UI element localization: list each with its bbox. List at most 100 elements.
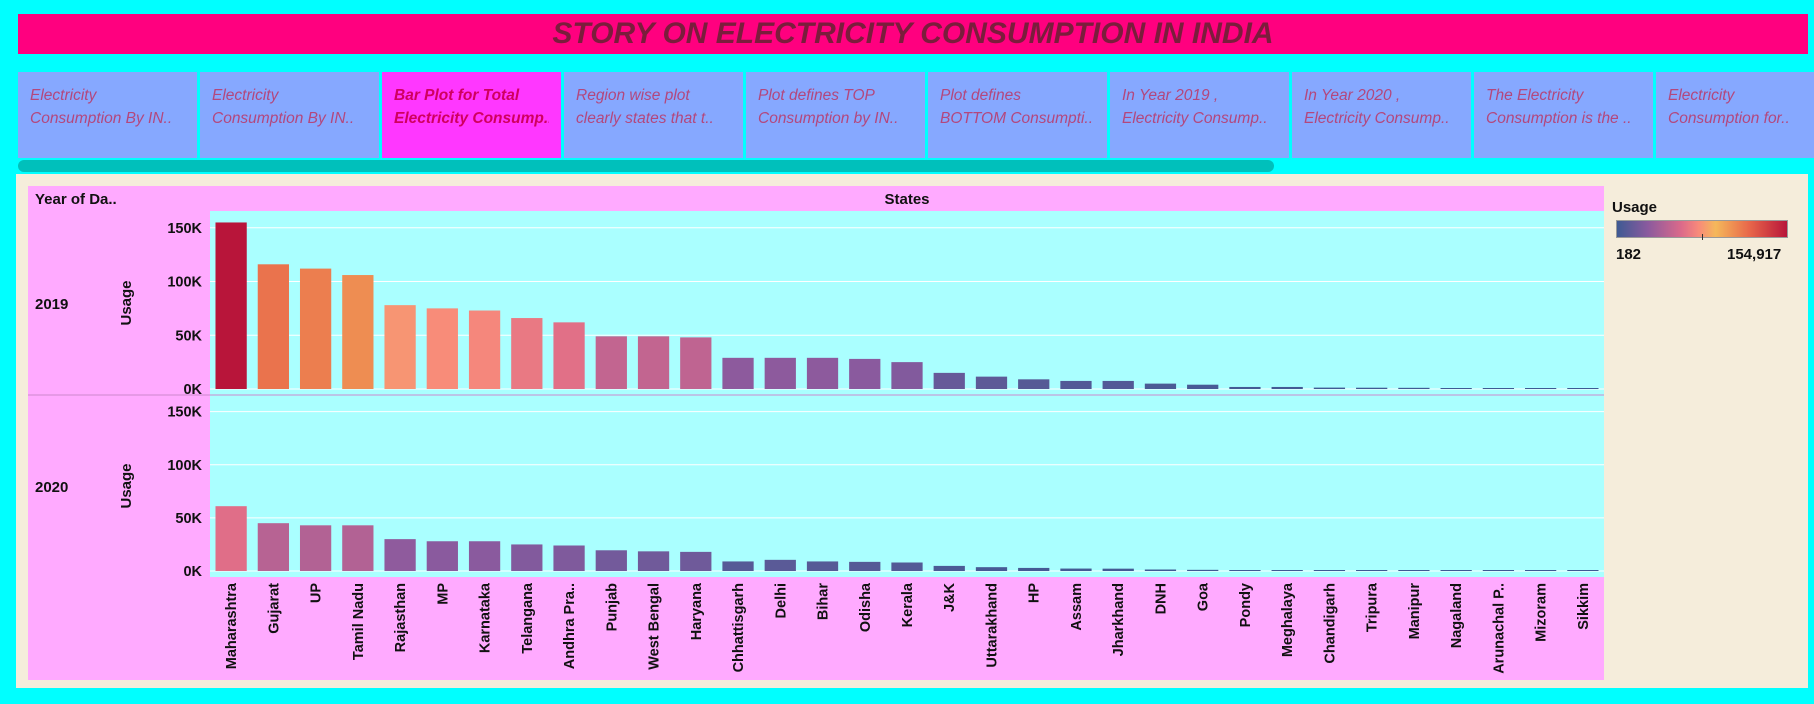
story-tab-line1: Electricity bbox=[1668, 87, 1735, 104]
story-tab-3[interactable]: Bar Plot for Total Electricity Consump.. bbox=[382, 72, 561, 158]
bar-2019-16 bbox=[891, 362, 923, 389]
bar-2020-1 bbox=[257, 523, 289, 571]
story-tab-line2: Consumption is the .. bbox=[1486, 110, 1632, 127]
bar-2020-10 bbox=[637, 551, 670, 571]
story-tab-6[interactable]: Plot defines BOTTOM Consumpti.. bbox=[928, 72, 1107, 158]
bar-2019-29 bbox=[1440, 388, 1472, 389]
column-header-label: States bbox=[884, 191, 929, 208]
bar-2019-15 bbox=[849, 358, 881, 389]
x-category-label: J&K bbox=[942, 582, 958, 612]
story-title: STORY ON ELECTRICITY CONSUMPTION IN INDI… bbox=[18, 14, 1808, 54]
story-tab-line1: Bar Plot for Total bbox=[394, 87, 520, 104]
bar-2019-22 bbox=[1144, 383, 1177, 389]
story-tab-5[interactable]: Plot defines TOP Consumption by IN.. bbox=[746, 72, 925, 158]
story-tabs: Electricity Consumption By IN.. Electricit… bbox=[18, 72, 1814, 158]
bar-2020-24 bbox=[1229, 570, 1261, 571]
tabs-scrollbar[interactable] bbox=[18, 160, 1274, 172]
bar-2020-0 bbox=[215, 506, 247, 571]
bar-2019-2 bbox=[299, 268, 332, 389]
bar-2020-9 bbox=[595, 550, 627, 571]
x-category-label: Manipur bbox=[1407, 583, 1423, 640]
story-tab-line1: Plot defines bbox=[940, 87, 1021, 104]
bar-2019-21 bbox=[1102, 380, 1134, 389]
bar-2019-4 bbox=[384, 305, 416, 389]
story-tab-2[interactable]: Electricity Consumption By IN.. bbox=[200, 72, 379, 158]
story-tab-line2: Electricity Consump.. bbox=[394, 110, 549, 127]
bar-2020-3 bbox=[342, 525, 374, 571]
bar-2020-11 bbox=[680, 551, 712, 571]
bar-2019-6 bbox=[468, 310, 501, 389]
row-header-label: Year of Da.. bbox=[35, 191, 117, 208]
x-category-label: Telangana bbox=[520, 582, 536, 654]
bar-2020-26 bbox=[1313, 570, 1346, 571]
year-row-label: 2019 bbox=[35, 296, 68, 313]
x-category-label: UP bbox=[309, 583, 325, 603]
bar-2020-17 bbox=[933, 565, 965, 571]
story-tab-8[interactable]: In Year 2020 , Electricity Consump.. bbox=[1292, 72, 1471, 158]
story-tab-10[interactable]: Electricity Consumption for.. bbox=[1656, 72, 1814, 158]
bar-2020-4 bbox=[384, 539, 416, 571]
y-axis-title: Usage bbox=[118, 463, 135, 508]
bar-2020-22 bbox=[1144, 569, 1177, 571]
x-category-label: Kerala bbox=[900, 582, 916, 627]
story-tab-line2: Electricity Consump.. bbox=[1122, 110, 1268, 127]
y-tick-label: 150K bbox=[167, 221, 202, 237]
x-category-label: Meghalaya bbox=[1280, 582, 1296, 657]
story-tab-line1: In Year 2020 , bbox=[1304, 87, 1401, 104]
bar-2019-5 bbox=[426, 308, 458, 389]
usage-bar-chart: Year of Da.. States 150K 100K 50K 0K Usage 2019… bbox=[28, 186, 1604, 680]
y-tick-label: 50K bbox=[175, 328, 202, 344]
bar-2019-18 bbox=[975, 376, 1008, 389]
x-category-label: Maharashtra bbox=[224, 582, 240, 669]
bar-2020-8 bbox=[553, 545, 585, 571]
bar-2020-27 bbox=[1356, 570, 1388, 571]
x-category-label: Haryana bbox=[689, 582, 705, 640]
bar-2019-24 bbox=[1229, 386, 1261, 389]
bar-2020-23 bbox=[1187, 569, 1219, 571]
bar-2020-14 bbox=[806, 561, 839, 571]
story-tab-line1: Region wise plot bbox=[576, 87, 690, 104]
x-category-label: Bihar bbox=[816, 583, 832, 620]
x-category-label: Rajasthan bbox=[393, 583, 409, 652]
bar-2020-15 bbox=[849, 561, 881, 571]
bar-2020-30 bbox=[1482, 570, 1515, 571]
story-tab-9[interactable]: The Electricity Consumption is the .. bbox=[1474, 72, 1653, 158]
bar-2020-28 bbox=[1398, 570, 1430, 571]
bar-2020-20 bbox=[1060, 568, 1092, 571]
x-category-label: Jharkhand bbox=[1111, 583, 1127, 656]
x-category-label: Delhi bbox=[773, 583, 789, 618]
bar-2019-28 bbox=[1398, 387, 1430, 389]
bar-2019-17 bbox=[933, 372, 965, 389]
story-tab-7[interactable]: In Year 2019 , Electricity Consump.. bbox=[1110, 72, 1289, 158]
legend-title: Usage bbox=[1612, 199, 1658, 216]
bar-2019-8 bbox=[553, 322, 585, 389]
x-category-label: Mizoram bbox=[1534, 583, 1550, 642]
y-axis-title: Usage bbox=[118, 280, 135, 325]
legend-max-label: 154,917 bbox=[1727, 246, 1782, 263]
x-category-label: HP bbox=[1027, 583, 1043, 603]
bar-2020-16 bbox=[891, 562, 923, 571]
bar-2019-1 bbox=[257, 264, 289, 389]
bar-2019-20 bbox=[1060, 380, 1092, 389]
y-tick-label: 0K bbox=[183, 382, 202, 398]
bar-2020-25 bbox=[1271, 570, 1303, 571]
bar-2020-21 bbox=[1102, 568, 1134, 571]
bar-2020-29 bbox=[1440, 570, 1472, 571]
story-tab-4[interactable]: Region wise plot clearly states that t.. bbox=[564, 72, 743, 158]
bar-2020-18 bbox=[975, 567, 1008, 571]
x-category-label: Gujarat bbox=[266, 583, 282, 634]
bar-2019-13 bbox=[764, 357, 796, 389]
bar-2019-19 bbox=[1018, 379, 1050, 389]
legend-tick bbox=[1702, 234, 1703, 240]
bar-2019-25 bbox=[1271, 386, 1303, 389]
x-category-label: West Bengal bbox=[647, 583, 663, 670]
bar-2020-2 bbox=[299, 525, 332, 571]
story-tab-1[interactable]: Electricity Consumption By IN.. bbox=[18, 72, 197, 158]
x-category-label: Chandigarh bbox=[1322, 583, 1338, 664]
bar-2020-31 bbox=[1525, 570, 1557, 571]
x-category-label: Punjab bbox=[604, 583, 620, 631]
bar-2020-5 bbox=[426, 541, 458, 571]
bar-2019-7 bbox=[511, 318, 543, 389]
y-tick-label: 100K bbox=[167, 458, 202, 474]
bar-2019-31 bbox=[1525, 388, 1557, 389]
